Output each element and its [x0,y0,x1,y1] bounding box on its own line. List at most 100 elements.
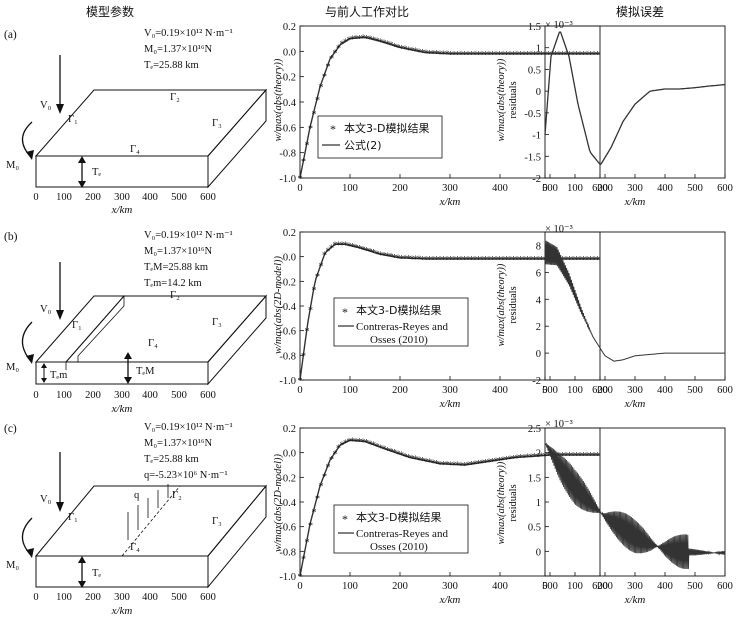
chart-b-ytick-4: -0.2 [279,277,296,288]
chart-a-point-0: * [298,174,303,185]
panel-c-xtick-2: 200 [85,592,101,603]
chart-a-err-line [544,31,726,166]
chart-c-point-21: * [371,441,376,452]
chart-b-point-61: * [511,255,516,266]
chart-c-point-10: * [333,449,338,460]
chart-c-err-ytick-5: 2.5 [528,424,541,435]
chart-a-point-41: * [441,50,446,61]
chart-a-point-61: * [511,50,516,61]
chart-a-point-78: * [571,50,576,61]
chart-a-line [299,36,600,179]
chart-a-point-66: * [529,50,534,61]
panel-c-xtick-0: 0 [33,592,38,603]
chart-c-err-line [544,442,726,570]
chart-b-point-40: * [438,255,443,266]
chart-b-xtick-3: 300 [442,385,458,396]
chart-c-point-67: * [532,452,537,463]
chart-b-point-84: * [592,255,597,266]
chart-a-point-42: * [445,50,450,61]
chart-b-point-63: * [518,255,523,266]
chart-a-point-79: * [574,50,579,61]
panel-c-gamma4: Γ₄ [130,542,140,553]
chart-a-err-ytick-3: -0.5 [524,109,541,120]
legend-c-item-2: Contreras-Reyes and [356,528,448,540]
chart-b-point-52: * [480,255,485,266]
chart-b-err-ytick-4: 6 [536,268,541,279]
chart-c-point-69: * [539,452,544,463]
chart-b-point-21: * [371,248,376,259]
chart-c-point-24: * [382,445,387,456]
chart-b-err-xtick-5: 500 [687,385,703,396]
chart-b-point-15: * [350,242,355,253]
chart-c-err-ytick-4: 2 [536,449,541,460]
chart-a-point-77: * [567,50,572,61]
chart-b-ylabel: w/max(abs(2D-model)) [273,256,284,354]
chart-c-point-46: * [459,461,464,472]
chart-c-xtick-5: 500 [542,581,558,592]
panel-a-xlabel: x/km [111,204,133,216]
chart-a-point-49: * [469,50,474,61]
chart-a-point-21: * [371,36,376,47]
chart-a-point-11: * [336,43,341,54]
chart-b-point-26: * [389,252,394,263]
chart-a-point-46: * [459,50,464,61]
chart-a-point-83: * [588,50,593,61]
chart-a-xtick-5: 500 [542,183,558,194]
chart-c-xtick-2: 200 [392,581,408,592]
panel-a-xtick-5: 500 [171,192,187,203]
panel-b-param-3: TₑM=25.88 km [144,262,208,273]
chart-b-err-xlabel: x/km [624,398,646,410]
panel-b-xtick-3: 300 [114,390,130,401]
err-c-ylabel-1: w/max(abs(theory)) [496,461,507,544]
panel-c-xtick-1: 100 [56,592,72,603]
chart-c-point-32: * [410,454,415,465]
panel-b-v0: V₀ [40,304,52,315]
chart-c-point-63: * [518,453,523,464]
chart-c-point-9: * [329,455,334,466]
panel-b-teM: TₑM [136,366,155,377]
chart-c-point-84: * [592,451,597,462]
chart-a-err-ytick-6: 1 [536,44,541,55]
chart-a-point-34: * [417,47,422,58]
panel-b-param-1: V₀=0.19×10¹² N·m⁻¹ [144,230,233,241]
panel-a-param-2: M₀=1.37×10¹⁶N [144,44,213,55]
legend-c: * 本文3-D模拟结果 Contreras-Reyes and Osses (2… [333,504,469,554]
chart-b-xtick-1: 100 [342,385,358,396]
chart-c-point-77: * [567,451,572,462]
chart-b-point-55: * [490,255,495,266]
chart-c-point-20: * [368,439,373,450]
chart-a-point-53: * [483,50,488,61]
chart-c-xtick-0: 0 [297,581,302,592]
chart-a-point-45: * [455,50,460,61]
chart-a-point-16: * [354,34,359,45]
chart-c-point-25: * [385,446,390,457]
chart-b-point-65: * [525,255,530,266]
chart-c-ytick-3: -0.4 [279,498,296,509]
err-b-ylabel-1: w/max(abs(theory)) [496,263,507,346]
chart-a-point-32: * [410,46,415,57]
chart-a-point-48: * [466,50,471,61]
chart-b-point-56: * [494,255,499,266]
chart-c-xlabel: x/km [439,594,461,606]
panel-b-xtick-5: 500 [171,390,187,401]
chart-c-point-76: * [564,451,569,462]
chart-c-point-11: * [336,444,341,455]
chart-c-point-15: * [350,437,355,448]
chart-c-point-33: * [413,455,418,466]
chart-b-point-79: * [574,255,579,266]
legend-b-item-2: Contreras-Reyes and [356,321,448,333]
chart-a-point-17: * [357,34,362,45]
chart-b-point-42: * [445,255,450,266]
chart-c-point-42: * [445,460,450,471]
chart-b-err-ytick-2: 2 [536,322,541,333]
chart-a-point-22: * [375,36,380,47]
chart-b-point-64: * [522,255,527,266]
chart-a-point-31: * [406,45,411,56]
chart-b-point-34: * [417,255,422,266]
chart-b-err-ytick-1: 0 [536,349,541,360]
chart-b-err-xtick-3: 300 [627,385,643,396]
panel-b-diagram: (b) V₀=0.19×10¹² N·m⁻¹ M₀=1.37×10¹⁶N TₑM… [4,230,268,415]
legend-b-item-1: 本文3-D模拟结果 [356,303,441,317]
chart-a-point-56: * [494,50,499,61]
chart-a-point-64: * [522,50,527,61]
